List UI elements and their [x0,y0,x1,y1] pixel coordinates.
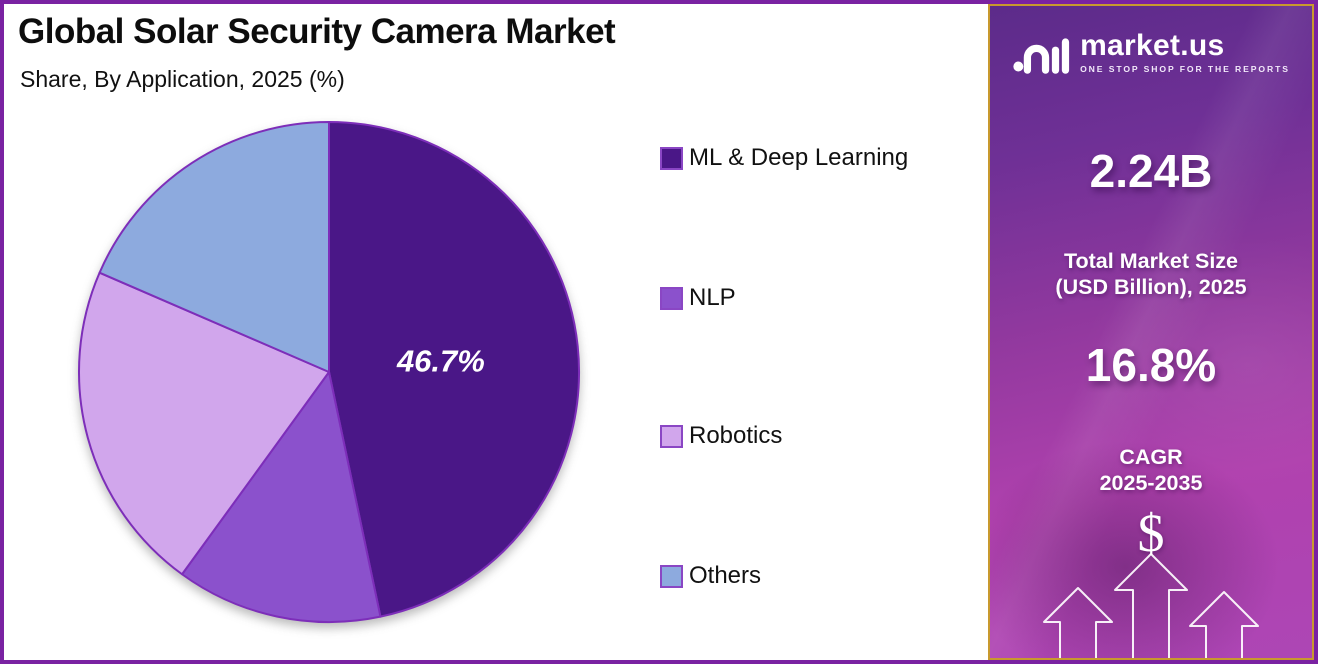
brand-sidebar: market.us ONE STOP SHOP FOR THE REPORTS … [988,4,1314,660]
cagr-label: CAGR 2025-2035 [990,444,1312,496]
brand-name: market.us [1080,28,1225,62]
market-size-label-line2: (USD Billion), 2025 [1055,275,1247,299]
pie-chart-container: 46.7% [69,112,589,632]
legend-item-ml-deep-learning: ML & Deep Learning [660,144,908,172]
pie-data-label-0: 46.7% [396,343,485,378]
legend-swatch-ml-deep-learning [660,146,683,170]
pie-chart: 46.7% [78,121,581,624]
market-size-value: 2.24B [1089,145,1213,197]
legend-label: Robotics [689,422,783,449]
legend-swatch-nlp [660,286,683,310]
legend-swatch-robotics [660,424,683,448]
cagr-label-line2: 2025-2035 [1099,471,1203,495]
legend-item-nlp: NLP [660,284,736,312]
page-subtitle: Share, By Application, 2025 (%) [20,66,345,92]
pie-slice-2 [78,271,330,576]
logo-text: market.us ONE STOP SHOP FOR THE REPORTS [1080,28,1290,74]
market-size-label: Total Market Size (USD Billion), 2025 [990,248,1312,300]
cagr-value: 16.8% [1085,339,1217,391]
legend-item-others: Others [660,562,761,590]
legend-label: ML & Deep Learning [689,144,909,171]
brand-tagline: ONE STOP SHOP FOR THE REPORTS [1080,63,1290,74]
legend-label: NLP [689,284,736,311]
legend-label: Others [689,562,762,589]
cagr-label-line1: CAGR [1119,445,1183,469]
growth-arrow-middle [1114,553,1188,658]
legend: ML & Deep Learning NLP Robotics Others [660,4,980,660]
pie-slice-0 [328,121,581,618]
growth-arrow-right [1189,591,1259,658]
pie-slice-1 [181,371,382,624]
legend-swatch-others [660,564,683,588]
page-title: Global Solar Security Camera Market [18,12,616,51]
chart-panel: Global Solar Security Camera Market Shar… [4,4,988,660]
logo: market.us ONE STOP SHOP FOR THE REPORTS [990,28,1312,76]
market-size-label-line1: Total Market Size [1063,249,1239,273]
legend-item-robotics: Robotics [660,422,782,450]
marketus-logo-icon [1013,38,1070,74]
growth-arrow-left [1043,587,1113,658]
growth-arrows-icon [1043,553,1259,658]
pie-slice-3 [98,121,330,373]
